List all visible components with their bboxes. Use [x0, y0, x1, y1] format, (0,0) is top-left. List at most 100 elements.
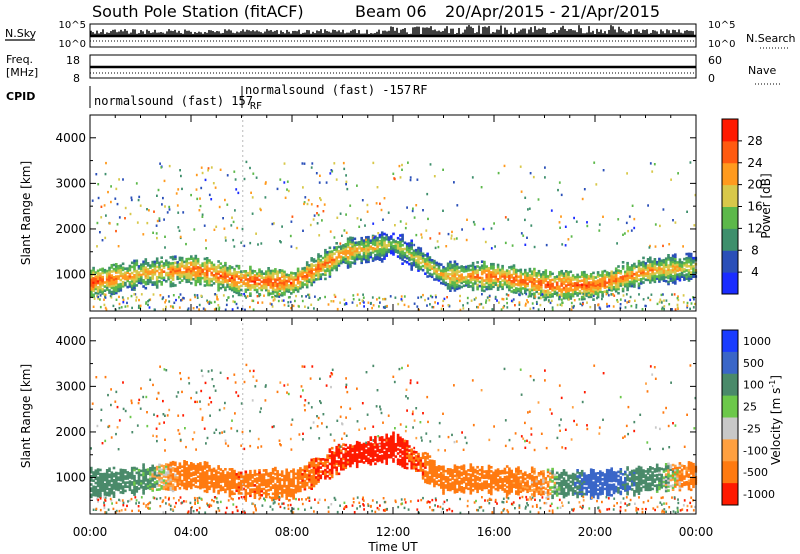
- velocity-cell: [265, 491, 268, 495]
- power-cell: [135, 284, 139, 287]
- velocity-cell: [130, 472, 134, 476]
- power-cell: [387, 242, 391, 245]
- power-cell: [530, 276, 534, 280]
- power-cell: [176, 265, 179, 268]
- power-cell: [533, 286, 536, 289]
- velocity-cell: [244, 480, 248, 484]
- velocity-cell: [96, 482, 100, 486]
- power-cell: [658, 265, 661, 269]
- power-cell: [562, 280, 566, 284]
- power-cell: [456, 204, 459, 207]
- power-cell: [185, 242, 187, 246]
- power-cell: [603, 290, 607, 293]
- power-cell: [531, 302, 534, 305]
- velocity-cell: [351, 445, 354, 448]
- power-cell: [234, 178, 237, 181]
- power-cell: [630, 264, 634, 267]
- power-cell: [299, 270, 302, 274]
- power-cell: [324, 271, 327, 275]
- power-cell: [567, 298, 570, 301]
- power-cell: [383, 253, 386, 256]
- power-cell: [230, 282, 234, 286]
- power-cell: [614, 281, 618, 285]
- power-cell: [453, 274, 457, 278]
- power-cell: [277, 299, 280, 303]
- power-cell: [653, 276, 657, 279]
- power-cell: [210, 198, 213, 201]
- power-cell: [246, 282, 250, 285]
- power-cell: [622, 233, 624, 236]
- velocity-cell: [285, 484, 288, 488]
- velocity-cell: [126, 475, 129, 478]
- power-cell: [445, 245, 448, 248]
- power-cell: [399, 254, 402, 258]
- power-cell: [330, 250, 334, 253]
- velocity-cell: [317, 472, 320, 475]
- velocity-cell: [240, 488, 243, 491]
- power-cell: [148, 209, 150, 212]
- velocity-cell: [337, 456, 341, 459]
- power-cell: [328, 260, 332, 264]
- power-cell: [653, 258, 657, 261]
- power-cell: [537, 280, 541, 283]
- power-cell: [424, 254, 427, 257]
- velocity-cell: [305, 475, 309, 479]
- power-cell: [260, 274, 263, 277]
- velocity-cell: [312, 484, 316, 488]
- velocity-cell: [110, 471, 114, 474]
- power-cell: [555, 293, 559, 297]
- velocity-cell: [312, 466, 316, 469]
- power-cell: [155, 261, 159, 265]
- power-cell: [199, 270, 202, 273]
- power-cell: [435, 273, 438, 277]
- power-cell: [312, 258, 316, 261]
- power-cell: [192, 269, 195, 273]
- power-cell: [508, 270, 511, 273]
- power-cell: [683, 268, 686, 271]
- power-cell: [608, 304, 611, 308]
- power-cell: [540, 285, 543, 289]
- power-cell: [669, 275, 673, 278]
- power-cell: [446, 276, 450, 280]
- power-cell: [203, 274, 207, 277]
- power-cell: [169, 270, 173, 273]
- velocity-cell: [346, 458, 350, 462]
- velocity-cell: [228, 474, 232, 477]
- power-cell: [433, 272, 436, 275]
- velocity-cell: [149, 473, 152, 476]
- power-cell: [626, 266, 629, 269]
- power-cell: [662, 263, 666, 266]
- velocity-cell: [187, 468, 191, 472]
- power-cell: [90, 277, 93, 281]
- power-cell: [342, 161, 345, 165]
- power-cell: [162, 308, 165, 311]
- power-cell: [240, 272, 243, 275]
- velocity-cell: [135, 471, 139, 475]
- power-cell: [628, 268, 632, 271]
- power-cell: [249, 294, 252, 297]
- power-cell: [663, 307, 665, 311]
- velocity-cell: [176, 468, 179, 471]
- power-cell: [594, 276, 598, 279]
- power-cell: [469, 274, 473, 278]
- power-cell: [196, 197, 199, 201]
- power-cell: [671, 256, 675, 260]
- power-cell: [269, 292, 273, 295]
- power-cell: [674, 265, 677, 269]
- power-cell: [503, 283, 507, 286]
- power-cell: [90, 284, 93, 287]
- velocity-cell: [153, 481, 157, 484]
- power-cell: [253, 288, 257, 292]
- power-cell: [169, 274, 173, 278]
- power-cell: [240, 278, 243, 282]
- power-cell: [392, 244, 395, 248]
- power-cell: [244, 290, 248, 294]
- power-cell: [269, 302, 272, 305]
- power-cell: [330, 254, 334, 257]
- velocity-cell: [228, 494, 232, 498]
- velocity-cell: [196, 463, 200, 466]
- power-cell: [431, 295, 434, 299]
- power-cell: [222, 217, 224, 220]
- power-cell: [449, 266, 452, 270]
- power-cell: [117, 245, 120, 248]
